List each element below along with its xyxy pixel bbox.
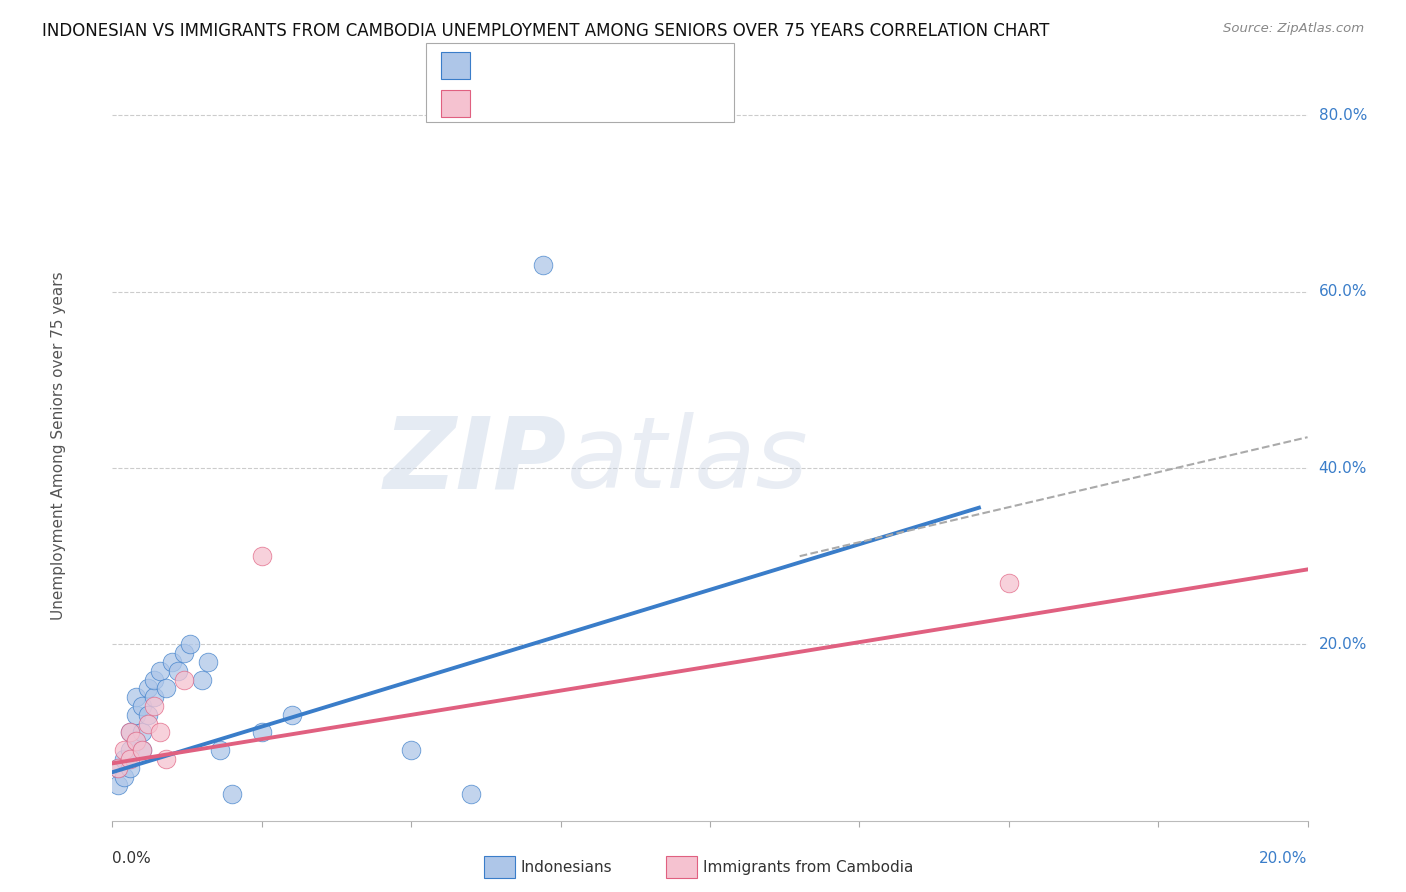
Point bbox=[138, 716, 160, 731]
Point bbox=[143, 699, 166, 714]
Point bbox=[138, 707, 160, 722]
Point bbox=[191, 673, 214, 687]
Point bbox=[155, 681, 177, 696]
Point bbox=[250, 725, 273, 739]
Text: 0.506: 0.506 bbox=[524, 96, 572, 112]
Point bbox=[125, 707, 148, 722]
Point bbox=[143, 690, 166, 705]
Point bbox=[143, 673, 166, 687]
Point bbox=[114, 752, 135, 766]
Text: Indonesians: Indonesians bbox=[520, 860, 612, 874]
Text: N =: N = bbox=[595, 96, 643, 112]
Point bbox=[107, 761, 129, 775]
Point bbox=[107, 761, 129, 775]
Point bbox=[173, 673, 195, 687]
Point bbox=[998, 575, 1021, 590]
Point bbox=[120, 743, 142, 757]
Point bbox=[120, 725, 142, 739]
Point bbox=[149, 664, 172, 678]
Point bbox=[221, 787, 243, 801]
Point bbox=[131, 743, 153, 757]
Point bbox=[197, 655, 219, 669]
Point bbox=[131, 725, 153, 739]
Text: R =: R = bbox=[479, 58, 513, 73]
Point bbox=[120, 761, 142, 775]
Text: Immigrants from Cambodia: Immigrants from Cambodia bbox=[703, 860, 914, 874]
Text: atlas: atlas bbox=[567, 412, 808, 509]
Text: ZIP: ZIP bbox=[384, 412, 567, 509]
Point bbox=[531, 258, 554, 272]
Point bbox=[401, 743, 423, 757]
Text: INDONESIAN VS IMMIGRANTS FROM CAMBODIA UNEMPLOYMENT AMONG SENIORS OVER 75 YEARS : INDONESIAN VS IMMIGRANTS FROM CAMBODIA U… bbox=[42, 22, 1049, 40]
Text: 40.0%: 40.0% bbox=[1319, 460, 1367, 475]
Point bbox=[209, 743, 232, 757]
Point bbox=[250, 549, 273, 564]
Text: 32: 32 bbox=[651, 58, 675, 73]
Point bbox=[179, 637, 201, 651]
Text: 0.0%: 0.0% bbox=[112, 851, 152, 865]
Text: 20.0%: 20.0% bbox=[1319, 637, 1367, 652]
Point bbox=[131, 699, 153, 714]
Point bbox=[138, 681, 160, 696]
Point bbox=[125, 734, 148, 748]
Point bbox=[114, 743, 135, 757]
Point bbox=[107, 778, 129, 792]
Point bbox=[281, 707, 304, 722]
Text: 13: 13 bbox=[651, 96, 675, 112]
Text: Unemployment Among Seniors over 75 years: Unemployment Among Seniors over 75 years bbox=[51, 272, 66, 620]
Point bbox=[114, 770, 135, 784]
Point bbox=[155, 752, 177, 766]
Text: 80.0%: 80.0% bbox=[1319, 108, 1367, 123]
Point bbox=[131, 743, 153, 757]
Point bbox=[120, 752, 142, 766]
Point bbox=[149, 725, 172, 739]
Text: R =: R = bbox=[479, 96, 513, 112]
Point bbox=[167, 664, 190, 678]
Point bbox=[173, 646, 195, 660]
Text: 20.0%: 20.0% bbox=[1260, 851, 1308, 865]
Point bbox=[125, 734, 148, 748]
Text: Source: ZipAtlas.com: Source: ZipAtlas.com bbox=[1223, 22, 1364, 36]
Point bbox=[120, 725, 142, 739]
Point bbox=[125, 690, 148, 705]
Text: 0.516: 0.516 bbox=[524, 58, 572, 73]
Text: 60.0%: 60.0% bbox=[1319, 285, 1367, 299]
Point bbox=[460, 787, 482, 801]
Text: N =: N = bbox=[595, 58, 643, 73]
Point bbox=[162, 655, 183, 669]
